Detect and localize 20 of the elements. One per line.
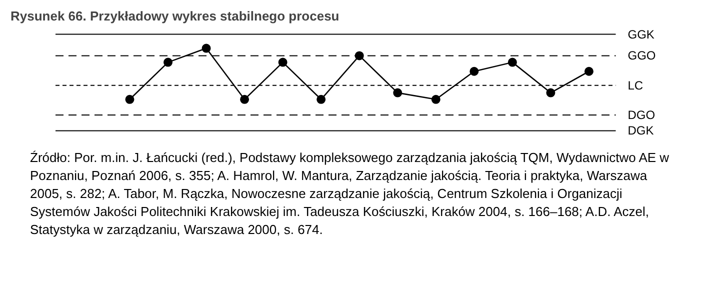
- point: [202, 44, 211, 53]
- ref-line-label: DGK: [628, 124, 654, 138]
- point: [470, 66, 479, 76]
- point: [125, 94, 134, 104]
- ref-line-label: DGO: [628, 108, 656, 122]
- point: [584, 66, 594, 76]
- point: [508, 58, 517, 67]
- point: [278, 58, 288, 67]
- point: [240, 94, 250, 104]
- point: [316, 94, 326, 104]
- ref-line-label: GGK: [628, 27, 654, 42]
- point: [354, 51, 364, 60]
- point: [546, 88, 556, 98]
- point: [393, 88, 402, 98]
- ref-line-label: LC: [628, 78, 644, 92]
- point: [164, 58, 173, 67]
- ref-line-label: GGO: [628, 48, 656, 63]
- text: Źródło: Por. m.in. J. Łańcucki (red.), Podstawy kompleksowego zarządzania jakością TQM, Wydawnictwo AE w Poznaniu, Poznań 2006, s. 355; A. Hamrol, W. Mantura, Zarządzanie jakością. Teoria i praktyka, Warszawa 2005, s. 282; A. Tabor, M. Rączka, Nowoczesne zarządzanie jakością, Centrum Szkolenia i Organizacji Systemów Jakości Politechniki Krakowskiej im. Tadeusza Kościuszki, Kraków 2004, s. 166–168; A.D. Aczel, Statystyka w zarządzaniu, Warszawa 2000, s. 674.: [30, 149, 670, 239]
- chart-title: Rysunek 66. Przykładowy wykres stabilnego procesu: [10, 8, 340, 24]
- point: [431, 94, 440, 104]
